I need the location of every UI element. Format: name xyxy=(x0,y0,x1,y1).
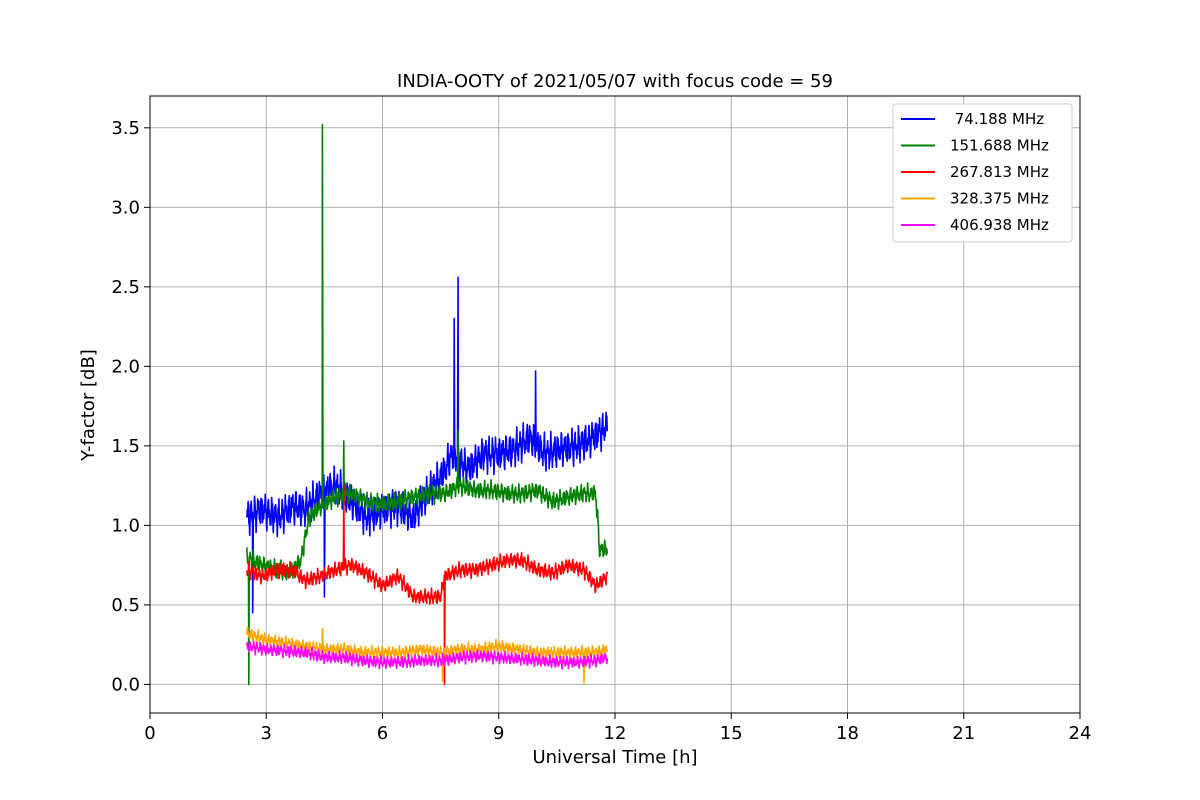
x-tick-label: 24 xyxy=(1069,723,1092,744)
x-tick-label: 21 xyxy=(952,723,975,744)
y-tick-label: 3.0 xyxy=(111,197,140,218)
chart-legend: 74.188 MHz 151.688 MHz 267.813 MHz 328.375 … xyxy=(892,103,1073,243)
legend-label: 74.188 MHz xyxy=(950,110,1044,128)
y-tick-label: 2.5 xyxy=(111,277,140,298)
series-line-1 xyxy=(246,123,609,686)
x-axis-label: Universal Time [h] xyxy=(532,747,697,768)
y-axis-ticks: 0.0 0.5 1.0 1.5 2.0 2.5 3.0 3.5 xyxy=(111,118,150,695)
y-axis-label: Y-factor [dB] xyxy=(78,349,99,462)
y-tick-label: 0.5 xyxy=(111,595,140,616)
y-tick-label: 1.0 xyxy=(111,515,140,536)
x-axis-ticks: 0 3 6 9 12 15 18 21 24 xyxy=(144,713,1091,744)
x-tick-label: 18 xyxy=(836,723,859,744)
x-tick-label: 9 xyxy=(493,723,504,744)
legend-label: 151.688 MHz xyxy=(950,137,1049,155)
x-tick-label: 12 xyxy=(604,723,627,744)
legend-box xyxy=(892,103,1073,243)
y-tick-label: 2.0 xyxy=(111,356,140,377)
x-tick-label: 3 xyxy=(261,723,272,744)
legend-label: 328.375 MHz xyxy=(950,190,1049,208)
x-tick-label: 15 xyxy=(720,723,743,744)
x-tick-label: 0 xyxy=(144,723,155,744)
series-line-2 xyxy=(246,484,609,686)
series-line-4 xyxy=(246,640,609,670)
chart-title: INDIA-OOTY of 2021/05/07 with focus code… xyxy=(397,71,833,92)
legend-label: 406.938 MHz xyxy=(950,216,1049,234)
y-tick-label: 1.5 xyxy=(111,436,140,457)
legend-label: 267.813 MHz xyxy=(950,163,1049,181)
series-line-3 xyxy=(246,626,609,684)
y-tick-label: 3.5 xyxy=(111,118,140,139)
series-layer xyxy=(246,123,609,686)
y-tick-label: 0.0 xyxy=(111,674,140,695)
x-tick-label: 6 xyxy=(377,723,388,744)
